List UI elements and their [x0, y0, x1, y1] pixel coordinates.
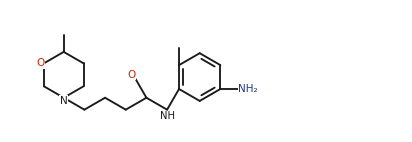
- Text: O: O: [127, 70, 136, 80]
- Text: N: N: [60, 96, 68, 106]
- Text: NH₂: NH₂: [238, 84, 258, 94]
- Text: NH: NH: [159, 111, 175, 121]
- Text: O: O: [36, 58, 44, 68]
